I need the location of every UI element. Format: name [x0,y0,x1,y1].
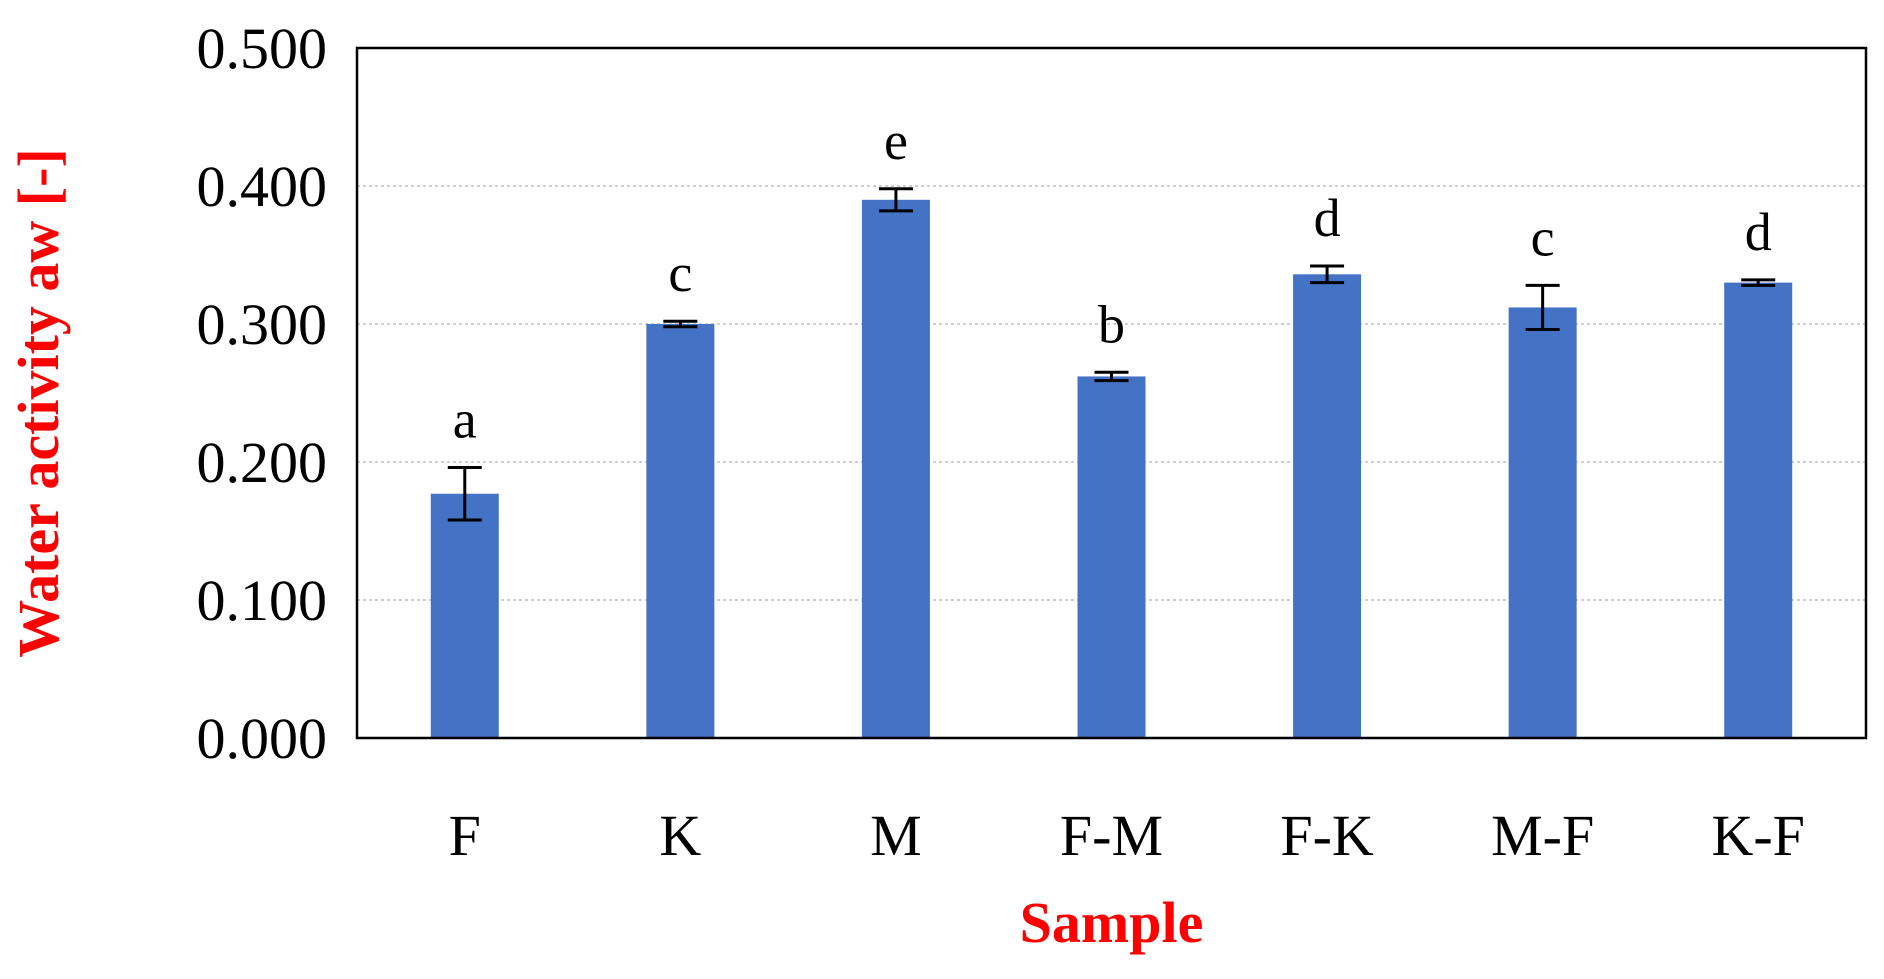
x-tick-label: F [449,803,481,868]
significance-letter: b [1098,294,1125,354]
x-tick-label: K [659,803,701,868]
y-tick-label: 0.200 [197,430,328,495]
bar-M [861,199,930,739]
significance-letter: c [1531,207,1555,267]
y-tick-label: 0.400 [197,154,328,219]
bars [430,199,1793,739]
bar-K [646,324,715,738]
error-bar-M [878,187,913,213]
x-tick-label: K-F [1711,803,1804,868]
error-bar-F [447,466,482,522]
significance-labels: a c e b d c d [453,111,1772,450]
y-axis-label: Water activity aw [-] [6,148,71,657]
error-bar-M-F [1525,283,1560,332]
bar-F-K [1293,274,1362,738]
error-bars [447,187,1776,522]
x-tick-label: F-K [1280,803,1374,868]
bar-F [430,493,499,738]
bar-M-F [1508,307,1577,738]
y-tick-label: 0.500 [197,16,328,81]
error-bar-K [663,319,698,329]
plot-frame [355,46,1868,740]
y-tick-labels: 0.000 0.100 0.200 0.300 0.400 0.500 [197,16,328,771]
significance-letter: d [1745,202,1772,262]
error-bar-K-F [1741,278,1776,287]
significance-letter: d [1314,188,1341,248]
x-tick-label: F-M [1060,803,1163,868]
x-tick-labels: F K M F-M F-K M-F K-F [449,803,1805,868]
y-tick-label: 0.300 [197,292,328,357]
x-axis-label: Sample [1020,890,1204,955]
significance-letter: c [668,243,692,303]
significance-letter: a [453,390,477,450]
error-bar-F-K [1310,264,1345,285]
error-bar-F-M [1094,370,1129,383]
x-tick-label: M [870,803,922,868]
x-tick-label: M-F [1491,803,1594,868]
bar-K-F [1724,282,1793,738]
bar-F-M [1077,376,1146,738]
significance-letter: e [884,111,908,171]
y-tick-label: 0.100 [197,568,328,633]
y-tick-label: 0.000 [197,706,328,771]
